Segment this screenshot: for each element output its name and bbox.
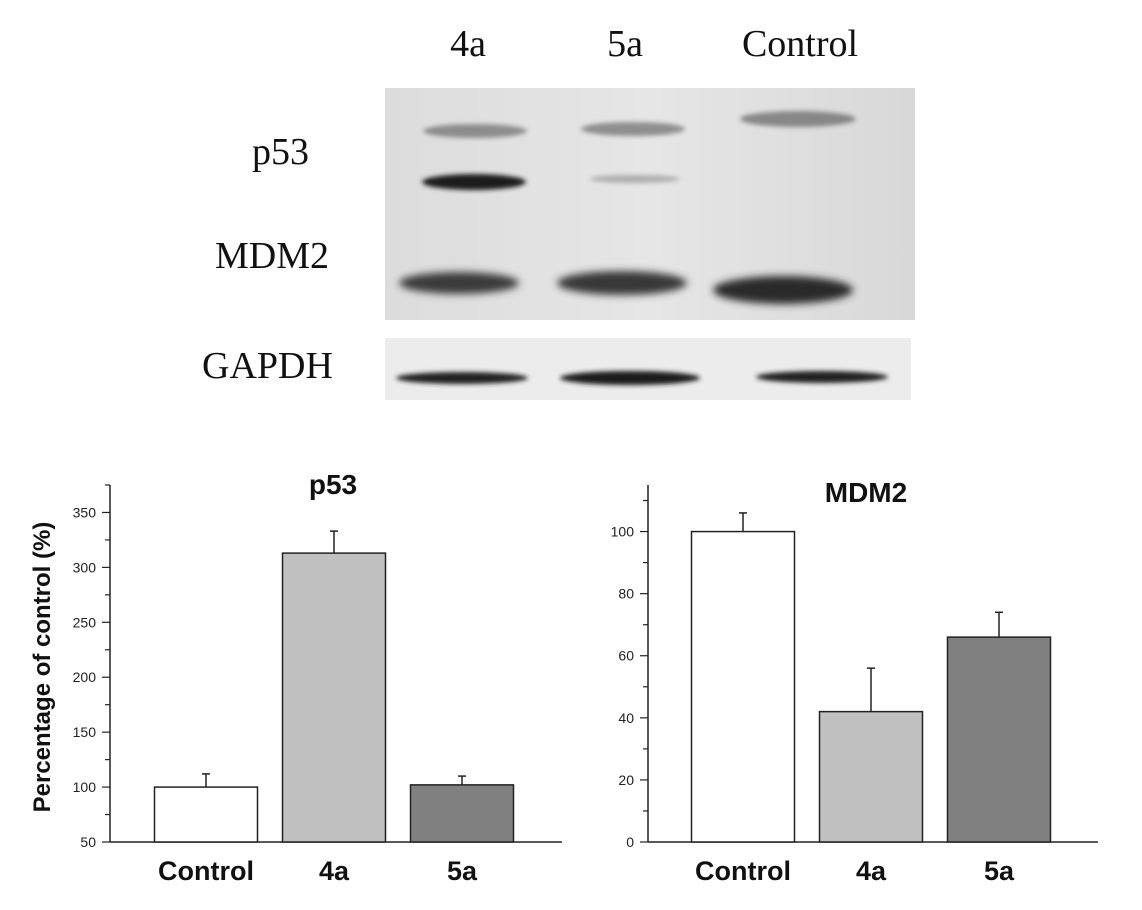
chart-title: MDM2: [825, 477, 907, 508]
blot-membrane-gapdh: [385, 338, 911, 400]
y-tick-label: 100: [73, 779, 97, 795]
western-blot: 4a 5a Control p53 MDM2 GAPDH: [202, 23, 915, 400]
y-tick-label: 0: [626, 834, 634, 850]
y-tick-label: 20: [618, 772, 634, 788]
band-p53-upper-4a: [423, 124, 527, 138]
x-tick-label-4a: 4a: [856, 856, 887, 886]
y-tick-label: 50: [80, 834, 96, 850]
y-tick-label: 350: [73, 504, 97, 520]
bar-control: [153, 786, 259, 843]
x-tick-label-4a: 4a: [319, 856, 350, 886]
lane-label-control: Control: [742, 23, 858, 65]
band-mdm2-control: [713, 276, 853, 304]
band-mdm2-4a: [399, 272, 519, 294]
y-axis-label: Percentage of control (%): [29, 522, 56, 813]
y-tick-label: 250: [73, 614, 97, 630]
band-gapdh-control: [756, 371, 888, 383]
chart-title: p53: [309, 469, 357, 500]
band-gapdh-5a: [560, 371, 700, 385]
band-p53-upper-5a: [581, 122, 685, 136]
y-tick-label: 100: [611, 524, 635, 540]
lane-label-5a: 5a: [607, 23, 643, 65]
band-gapdh-4a: [396, 372, 528, 384]
y-tick-label: 200: [73, 669, 97, 685]
y-tick-label: 40: [618, 710, 634, 726]
bar-5a: [409, 784, 515, 843]
x-tick-label-5a: 5a: [447, 856, 478, 886]
x-tick-label-5a: 5a: [984, 856, 1015, 886]
bar-4a: [281, 552, 387, 843]
y-tick-label: 60: [618, 648, 634, 664]
band-label-p53: p53: [252, 131, 309, 173]
band-p53-upper-control: [740, 111, 856, 127]
bar-5a: [946, 636, 1052, 843]
y-tick-label: 300: [73, 559, 97, 575]
p53-bar-chart: p53 Percentage of control (%) 50 100 150 20…: [29, 469, 562, 886]
band-label-gapdh: GAPDH: [202, 345, 333, 387]
bar-control: [690, 530, 796, 843]
band-p53-5a: [590, 175, 680, 183]
band-p53-4a: [422, 174, 526, 190]
bar-4a: [818, 710, 924, 843]
y-tick-label: 150: [73, 724, 97, 740]
x-tick-label-control: Control: [158, 856, 254, 886]
band-mdm2-5a: [557, 271, 687, 295]
x-tick-label-control: Control: [695, 856, 791, 886]
mdm2-bar-chart: MDM2 0 20 40 60 80 100 Control 4a 5a: [611, 477, 1098, 886]
y-tick-label: 80: [618, 586, 634, 602]
band-label-mdm2: MDM2: [215, 235, 329, 277]
lane-label-4a: 4a: [450, 23, 486, 65]
